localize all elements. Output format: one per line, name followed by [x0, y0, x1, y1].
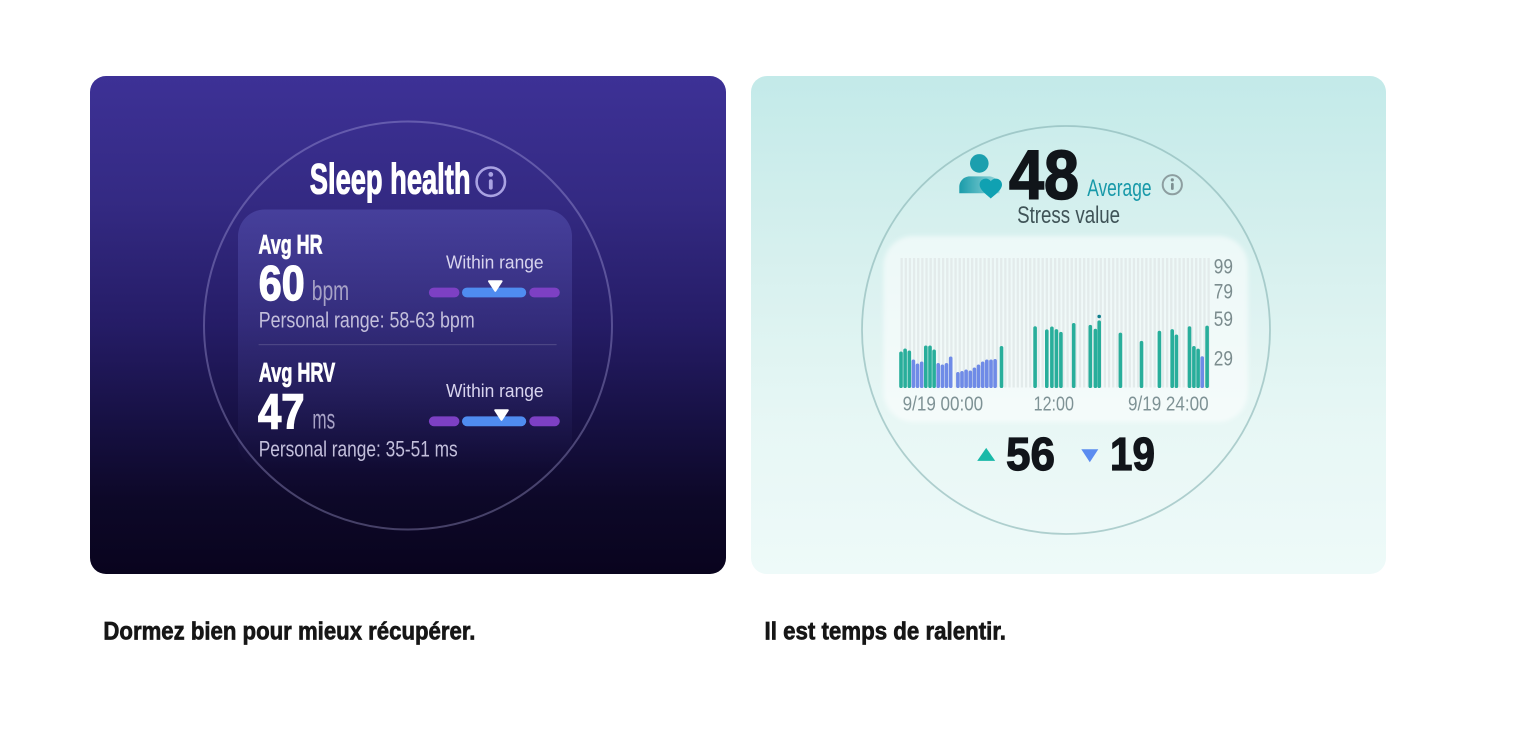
svg-text:29: 29 [1214, 347, 1233, 371]
svg-text:47: 47 [258, 385, 305, 439]
svg-text:bpm: bpm [312, 275, 349, 306]
svg-text:99: 99 [1214, 254, 1233, 278]
svg-text:Personal range: 58-63 bpm: Personal range: 58-63 bpm [259, 308, 475, 333]
svg-text:Average: Average [1087, 175, 1151, 202]
svg-text:Dormez bien pour mieux récupér: Dormez bien pour mieux récupérer. [103, 618, 475, 646]
svg-text:Within range: Within range [446, 380, 544, 401]
svg-text:48: 48 [1009, 136, 1079, 214]
svg-text:Avg HR: Avg HR [259, 230, 323, 260]
svg-text:56: 56 [1006, 428, 1055, 480]
svg-text:79: 79 [1214, 279, 1233, 303]
svg-text:19: 19 [1110, 428, 1155, 480]
svg-text:9/19 24:00: 9/19 24:00 [1128, 393, 1209, 415]
svg-text:12:00: 12:00 [1034, 393, 1074, 415]
svg-text:Stress value: Stress value [1017, 202, 1120, 229]
svg-text:Avg HRV: Avg HRV [259, 357, 335, 387]
svg-text:ms: ms [312, 403, 335, 434]
svg-text:Sleep health: Sleep health [310, 155, 471, 203]
svg-text:60: 60 [259, 257, 305, 311]
svg-text:Il est temps de ralentir.: Il est temps de ralentir. [765, 618, 1007, 646]
svg-text:Personal range: 35-51 ms: Personal range: 35-51 ms [259, 436, 458, 461]
svg-text:59: 59 [1214, 307, 1233, 331]
svg-text:Within range: Within range [446, 251, 544, 272]
svg-text:9/19 00:00: 9/19 00:00 [903, 393, 984, 415]
